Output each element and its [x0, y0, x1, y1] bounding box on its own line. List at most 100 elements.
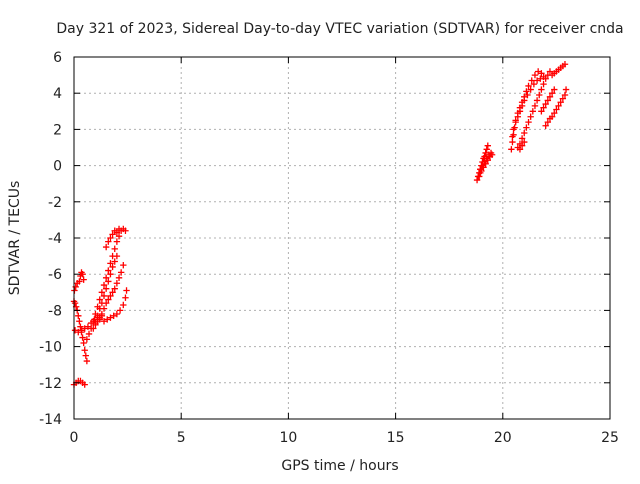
data-point — [483, 155, 490, 162]
y-tick-label: 4 — [53, 86, 62, 102]
x-axis-title: GPS time / hours — [281, 458, 398, 474]
data-point — [548, 90, 556, 97]
data-point — [107, 314, 114, 321]
data-point — [551, 86, 558, 93]
data-point — [508, 146, 515, 153]
data-point — [117, 269, 125, 276]
data-point — [80, 276, 87, 283]
x-tick-label: 15 — [387, 430, 405, 446]
data-point — [559, 95, 567, 102]
data-point — [122, 227, 129, 234]
data-point — [109, 231, 116, 238]
x-tick-label: 10 — [279, 430, 297, 446]
data-point — [107, 260, 114, 267]
data-point — [481, 158, 488, 166]
data-point — [71, 327, 79, 334]
y-tick-label: -8 — [48, 303, 62, 319]
data-point — [557, 99, 564, 106]
data-point — [487, 149, 495, 157]
data-point — [482, 149, 489, 157]
y-tick-labels: -14 -12 -10 -8 -6 -4 -2 0 2 4 6 — [39, 50, 62, 428]
data-point — [537, 75, 544, 82]
data-point — [105, 278, 112, 285]
data-point — [123, 287, 130, 294]
data-point — [107, 234, 114, 242]
data-point — [104, 316, 111, 323]
data-point — [561, 61, 569, 68]
data-point — [518, 142, 526, 149]
data-point — [120, 261, 127, 269]
data-point — [538, 70, 545, 77]
data-point — [71, 299, 79, 307]
y-tick-label: -14 — [39, 412, 62, 428]
data-point — [531, 71, 539, 79]
data-point — [102, 285, 110, 292]
data-point — [83, 357, 91, 365]
data-point — [544, 97, 552, 104]
data-point — [98, 312, 106, 320]
data-point — [533, 97, 541, 104]
data-point — [115, 274, 123, 282]
data-point — [100, 305, 108, 312]
data-point — [100, 292, 108, 300]
y-tick-label: 2 — [53, 122, 62, 138]
data-point — [105, 296, 112, 303]
data-point — [542, 100, 549, 108]
data-point — [509, 133, 516, 140]
data-point — [122, 294, 129, 301]
data-point — [538, 108, 545, 115]
data-point — [540, 104, 547, 111]
data-point — [525, 118, 532, 126]
data-point — [76, 278, 83, 285]
data-point — [542, 122, 549, 129]
data-point — [516, 146, 524, 153]
data-point — [516, 108, 524, 115]
data-point — [551, 109, 558, 117]
data-point — [81, 347, 88, 354]
y-tick-label: 0 — [53, 159, 62, 175]
y-tick-label: -12 — [39, 376, 62, 392]
data-point — [521, 138, 528, 146]
data-point — [514, 113, 522, 120]
data-point — [562, 86, 570, 93]
data-point — [544, 118, 552, 126]
data-point — [477, 166, 484, 173]
data-point — [534, 68, 542, 75]
data-point — [98, 289, 106, 296]
data-point — [81, 381, 88, 388]
axis-ticks — [73, 56, 611, 420]
data-point — [476, 173, 483, 180]
data-point — [77, 323, 84, 330]
data-point — [85, 330, 93, 338]
data-point — [113, 310, 121, 318]
data-point — [75, 328, 82, 336]
data-point — [527, 113, 534, 120]
x-tick-label: 20 — [494, 430, 512, 446]
data-point — [100, 318, 108, 325]
data-point — [105, 267, 112, 274]
data-point — [120, 301, 127, 309]
data-point — [483, 146, 490, 153]
data-point — [523, 124, 530, 131]
data-point — [111, 258, 118, 265]
data-point — [107, 271, 114, 278]
data-point — [536, 91, 543, 99]
data-point — [115, 232, 123, 240]
data-point — [105, 238, 112, 245]
x-tick-labels: 0 5 10 15 20 25 — [70, 430, 619, 446]
grid-lines — [74, 57, 610, 419]
data-point — [79, 271, 86, 278]
x-tick-label: 25 — [601, 430, 619, 446]
data-point — [116, 307, 124, 314]
y-tick-label: 6 — [53, 50, 62, 66]
data-point — [90, 325, 97, 332]
data-point — [111, 285, 118, 292]
data-point — [75, 312, 82, 320]
data-point — [510, 126, 517, 133]
data-point — [113, 280, 121, 287]
data-point — [518, 135, 526, 142]
data-point — [79, 334, 86, 341]
y-axis-title: SDTVAR / TECUs — [7, 181, 23, 296]
data-point — [512, 118, 519, 126]
